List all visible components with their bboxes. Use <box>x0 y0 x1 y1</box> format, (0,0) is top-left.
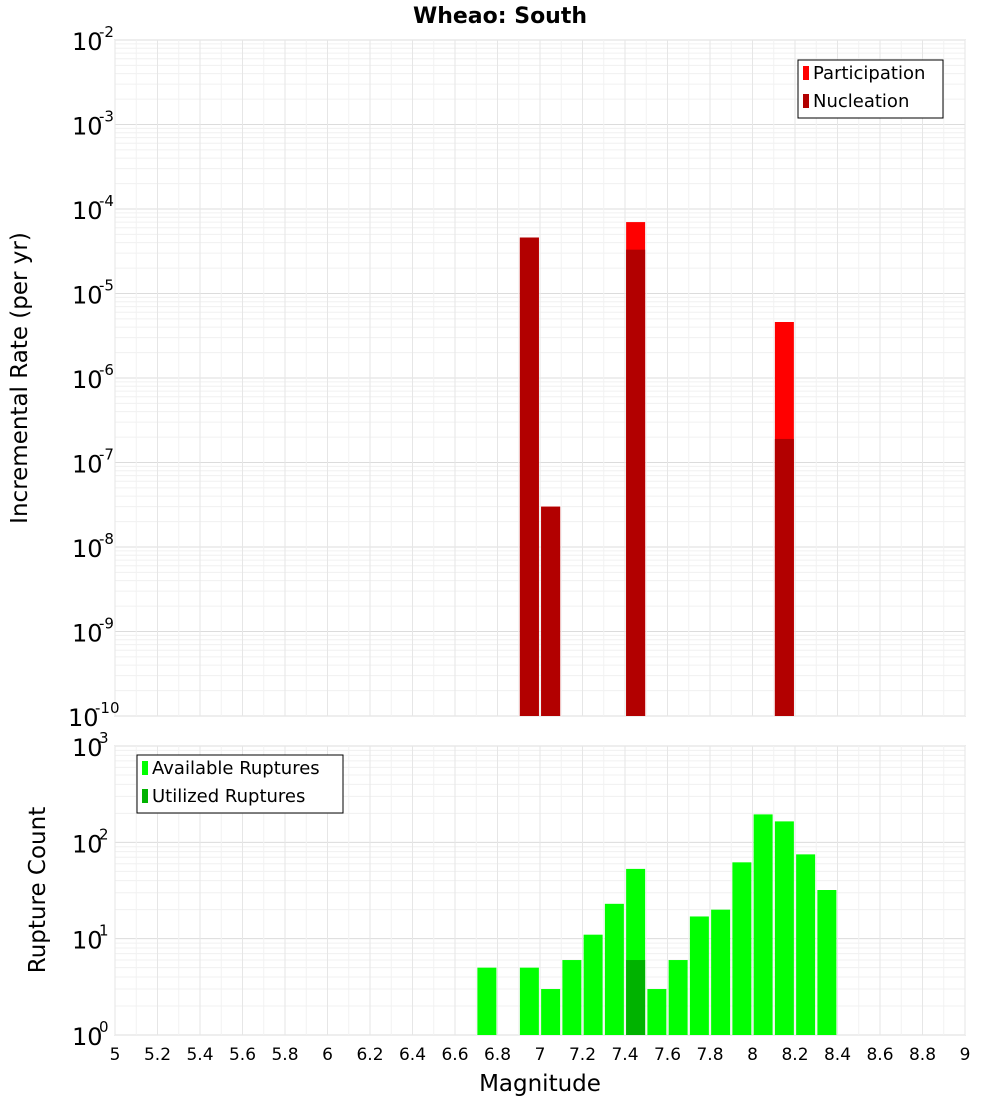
y-tick-label: 10 <box>72 535 103 563</box>
y-tick-label: 10 <box>72 830 103 858</box>
x-tick-label: 7.2 <box>569 1045 596 1065</box>
y-tick-exponent: -10 <box>95 699 120 717</box>
y-tick-label: 10 <box>68 704 99 732</box>
bar <box>774 438 794 716</box>
x-tick-label: 6.4 <box>399 1045 426 1065</box>
x-tick-label: 6.2 <box>356 1045 383 1065</box>
x-tick-label: 7.4 <box>611 1045 638 1065</box>
x-tick-label: 8 <box>747 1045 758 1065</box>
y-tick-label: 10 <box>72 451 103 479</box>
bar <box>774 821 794 1035</box>
bar <box>541 506 561 716</box>
y-tick-label: 10 <box>72 927 103 955</box>
y-tick-exponent: -6 <box>99 361 114 379</box>
y-tick-label: 10 <box>72 197 103 225</box>
bar <box>732 862 752 1035</box>
legend-swatch <box>142 789 148 803</box>
x-tick-label: 6.8 <box>484 1045 511 1065</box>
rate-y-axis-label: Incremental Rate (per yr) <box>7 232 33 524</box>
x-ticks: 5 5.2 5.4 5.6 5.8 6 6.2 6.4 6.6 6.8 7 7.2 7.4 7.6 7.8 8… <box>110 1045 971 1065</box>
y-tick-exponent: 1 <box>99 922 109 940</box>
legend-swatch <box>142 761 148 775</box>
bar <box>711 909 731 1035</box>
bar <box>668 960 688 1035</box>
x-tick-label: 8.2 <box>781 1045 808 1065</box>
bar <box>689 916 709 1035</box>
x-tick-label: 5.8 <box>271 1045 298 1065</box>
rate-legend: Participation Nucleation <box>797 59 944 119</box>
count-y-axis-label: Rupture Count <box>25 807 51 973</box>
x-tick-label: 7.8 <box>696 1045 723 1065</box>
x-tick-label: 8.6 <box>866 1045 893 1065</box>
legend-swatch <box>803 66 809 80</box>
y-tick-label: 10 <box>72 366 103 394</box>
x-tick-label: 7 <box>535 1045 546 1065</box>
bar <box>817 890 837 1035</box>
x-tick-label: 9 <box>960 1045 971 1065</box>
x-tick-label: 5.4 <box>186 1045 213 1065</box>
y-tick-exponent: -9 <box>99 615 114 633</box>
x-axis-label: Magnitude <box>479 1071 601 1097</box>
bar <box>626 960 646 1035</box>
bar <box>626 249 646 716</box>
legend-box <box>136 754 344 814</box>
x-tick-label: 8.4 <box>824 1045 851 1065</box>
y-tick-exponent: 2 <box>99 825 109 843</box>
y-tick-label: 10 <box>72 282 103 310</box>
chart-title: Wheao: South <box>413 4 587 29</box>
bar <box>796 854 816 1035</box>
x-tick-label: 6.6 <box>441 1045 468 1065</box>
legend-label: Participation <box>813 63 925 84</box>
bar <box>519 237 539 717</box>
y-tick-label: 10 <box>72 113 103 141</box>
rate-y-ticks: 10-210-310-410-510-610-710-810-910-10 <box>68 23 120 732</box>
y-tick-exponent: -2 <box>99 23 114 41</box>
legend-label: Utilized Ruptures <box>152 786 305 807</box>
y-tick-label: 10 <box>72 620 103 648</box>
y-tick-exponent: -4 <box>99 192 114 210</box>
bar <box>583 934 603 1035</box>
x-tick-label: 5 <box>110 1045 121 1065</box>
y-tick-exponent: 3 <box>99 729 109 747</box>
legend-swatch <box>803 94 809 108</box>
x-tick-label: 6 <box>322 1045 333 1065</box>
legend-label: Nucleation <box>813 91 909 112</box>
y-tick-label: 10 <box>72 1023 103 1051</box>
rate-bars <box>519 222 794 717</box>
y-tick-label: 10 <box>72 28 103 56</box>
bar <box>519 967 539 1035</box>
bar <box>477 967 497 1035</box>
bar <box>604 903 624 1035</box>
bar <box>562 960 582 1035</box>
count-legend: Available Ruptures Utilized Ruptures <box>136 754 344 814</box>
legend-box <box>797 59 944 119</box>
rate-panel: 10-210-310-410-510-610-710-810-910-10 In… <box>7 23 966 732</box>
y-tick-label: 10 <box>72 734 103 762</box>
y-tick-exponent: 0 <box>99 1018 109 1036</box>
count-bars <box>477 814 837 1035</box>
bar <box>541 989 561 1035</box>
legend-label: Available Ruptures <box>152 758 320 779</box>
y-tick-exponent: -5 <box>99 277 114 295</box>
y-tick-exponent: -3 <box>99 108 114 126</box>
bar <box>753 814 773 1035</box>
y-tick-exponent: -7 <box>99 446 114 464</box>
rate-grid <box>114 39 966 717</box>
x-tick-label: 5.6 <box>229 1045 256 1065</box>
bar <box>647 989 667 1035</box>
x-tick-label: 7.6 <box>654 1045 681 1065</box>
x-tick-label: 8.8 <box>909 1045 936 1065</box>
x-tick-label: 5.2 <box>144 1045 171 1065</box>
y-tick-exponent: -8 <box>99 530 114 548</box>
